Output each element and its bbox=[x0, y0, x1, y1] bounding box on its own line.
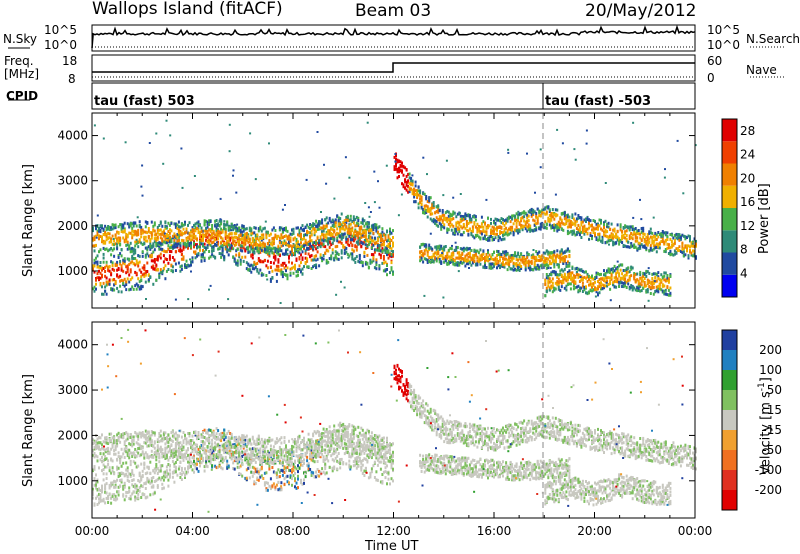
freq-tick-bottom: 8 bbox=[68, 72, 76, 86]
power-colorbar-segment bbox=[722, 252, 737, 275]
nsearch-label: N.Search bbox=[746, 32, 800, 46]
velocity-colorbar-segment bbox=[722, 410, 737, 430]
velocity-colorbar-segment bbox=[722, 450, 737, 470]
velocity-colorbar-tick: -200 bbox=[755, 483, 782, 497]
xtick-label: 00:00 bbox=[678, 524, 713, 538]
ytick-label: 3000 bbox=[57, 383, 88, 397]
freq-tick-top: 18 bbox=[62, 54, 78, 68]
power-colorbar-tick: 20 bbox=[740, 171, 755, 185]
ytick-label: 2000 bbox=[57, 219, 88, 233]
velocity-colorbar-tick: 15 bbox=[767, 403, 782, 417]
nave-label: Nave bbox=[746, 63, 777, 77]
velocity-colorbar-tick: -15 bbox=[762, 423, 782, 437]
velocity-colorbar-tick: -50 bbox=[762, 443, 782, 457]
velocity-colorbar-tick: 200 bbox=[759, 343, 782, 357]
cpid-strip bbox=[91, 82, 696, 110]
cpid-label: CPID bbox=[6, 89, 39, 103]
nsky-trace bbox=[91, 24, 696, 49]
power-colorbar-segment bbox=[722, 141, 737, 164]
nsky-strip bbox=[91, 24, 696, 52]
power-colorbar-segment bbox=[722, 274, 737, 297]
x-axis-label: Time UT bbox=[365, 539, 419, 554]
nsky-tick-bottom: 10^0 bbox=[44, 38, 77, 52]
nsky-label: N.Sky bbox=[3, 32, 38, 46]
power-colorbar-segment bbox=[722, 208, 737, 231]
power-colorbar-segment bbox=[722, 230, 737, 253]
velocity-colorbar-segment bbox=[722, 390, 737, 410]
velocity-colorbar-segment bbox=[722, 330, 737, 350]
power-colorbar-tick: 8 bbox=[740, 243, 748, 257]
power-colorbar-tick: 4 bbox=[740, 266, 748, 280]
nave-tick-bottom: 0 bbox=[707, 71, 715, 85]
freq-label: Freq. bbox=[4, 54, 34, 68]
xtick-label: 16:00 bbox=[477, 524, 512, 538]
nsky-tick-top: 10^5 bbox=[44, 23, 77, 37]
power-colorbar-frame bbox=[721, 118, 738, 298]
velocity-colorbar-segment bbox=[722, 370, 737, 390]
velocity-colorbar-frame bbox=[721, 329, 738, 511]
ytick-label: 1000 bbox=[57, 474, 88, 488]
velocity-colorbar-tick: -100 bbox=[755, 463, 782, 477]
power-colorbar-tick: 16 bbox=[740, 195, 755, 209]
velocity-colorbar-segment bbox=[722, 490, 737, 510]
power-colorbar-tick: 24 bbox=[740, 148, 755, 162]
ytick-label: 2000 bbox=[57, 428, 88, 442]
freq-strip bbox=[91, 54, 696, 82]
xtick-label: 04:00 bbox=[175, 524, 210, 538]
freq-unit: [MHz] bbox=[4, 67, 40, 81]
nave-tick-top: 60 bbox=[707, 54, 723, 68]
xtick-label: 12:00 bbox=[376, 524, 411, 538]
xtick-label: 00:00 bbox=[75, 524, 110, 538]
power-colorbar-segment bbox=[722, 119, 737, 142]
velocity-colorbar-tick: 100 bbox=[759, 363, 782, 377]
velocity-colorbar-segment bbox=[722, 430, 737, 450]
power-colorbar-segment bbox=[722, 163, 737, 186]
freq-trace bbox=[92, 62, 695, 73]
xtick-label: 08:00 bbox=[276, 524, 311, 538]
nsearch-tick-bottom: 10^0 bbox=[707, 38, 740, 52]
ytick-label: 4000 bbox=[57, 129, 88, 143]
ytick-label: 1000 bbox=[57, 264, 88, 278]
xtick-label: 20:00 bbox=[577, 524, 612, 538]
velocity-colorbar-segment bbox=[722, 350, 737, 370]
power-colorbar-segment bbox=[722, 185, 737, 208]
power-colorbar-tick: 28 bbox=[740, 124, 755, 138]
power-colorbar-tick: 12 bbox=[740, 219, 755, 233]
cpid-left-text: tau (fast) 503 bbox=[94, 94, 195, 109]
velocity-heatmap bbox=[92, 328, 697, 513]
nsearch-tick-top: 10^5 bbox=[707, 23, 740, 37]
velocity-colorbar-segment bbox=[722, 470, 737, 490]
date-title: 20/May/2012 bbox=[585, 1, 697, 21]
cpid-right-text: tau (fast) -503 bbox=[545, 94, 652, 109]
beam-title: Beam 03 bbox=[355, 1, 432, 21]
power-heatmap bbox=[92, 119, 697, 304]
ytick-label: 3000 bbox=[57, 174, 88, 188]
velocity-colorbar-tick: 50 bbox=[767, 383, 782, 397]
station-title: Wallops Island (fitACF) bbox=[92, 0, 283, 19]
ytick-label: 4000 bbox=[57, 338, 88, 352]
